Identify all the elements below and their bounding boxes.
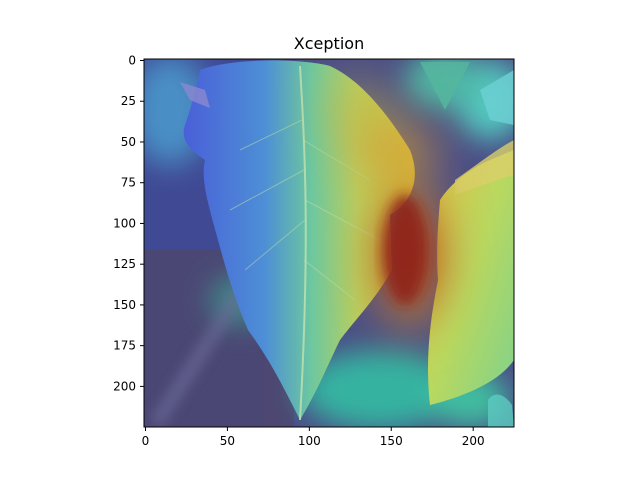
- x-tick-label: 150: [380, 434, 403, 448]
- right-leaf: [427, 150, 514, 405]
- y-tick-label: 150: [113, 298, 136, 312]
- x-tick-label: 200: [462, 434, 485, 448]
- chart-title: Xception: [294, 34, 364, 53]
- y-tick-label: 200: [113, 379, 136, 393]
- y-tick-label: 0: [128, 54, 136, 68]
- x-tick-label: 0: [142, 434, 150, 448]
- axes-frame: [143, 58, 515, 428]
- x-tick-label: 100: [298, 434, 321, 448]
- y-tick-label: 175: [113, 339, 136, 353]
- x-axis: 0 50 100 150 200: [142, 427, 485, 448]
- x-tick-label: 50: [220, 434, 235, 448]
- y-tick-label: 75: [121, 176, 136, 190]
- heatmap-image: [144, 59, 514, 427]
- stem-shadow: [150, 280, 250, 427]
- y-tick-label: 125: [113, 257, 136, 271]
- y-axis: 0 25 50 75 100 125 150 175 200: [113, 54, 144, 393]
- y-tick-label: 100: [113, 216, 136, 230]
- y-tick-label: 25: [121, 94, 136, 108]
- leaf-vein: [299, 65, 307, 421]
- y-tick-label: 50: [121, 135, 136, 149]
